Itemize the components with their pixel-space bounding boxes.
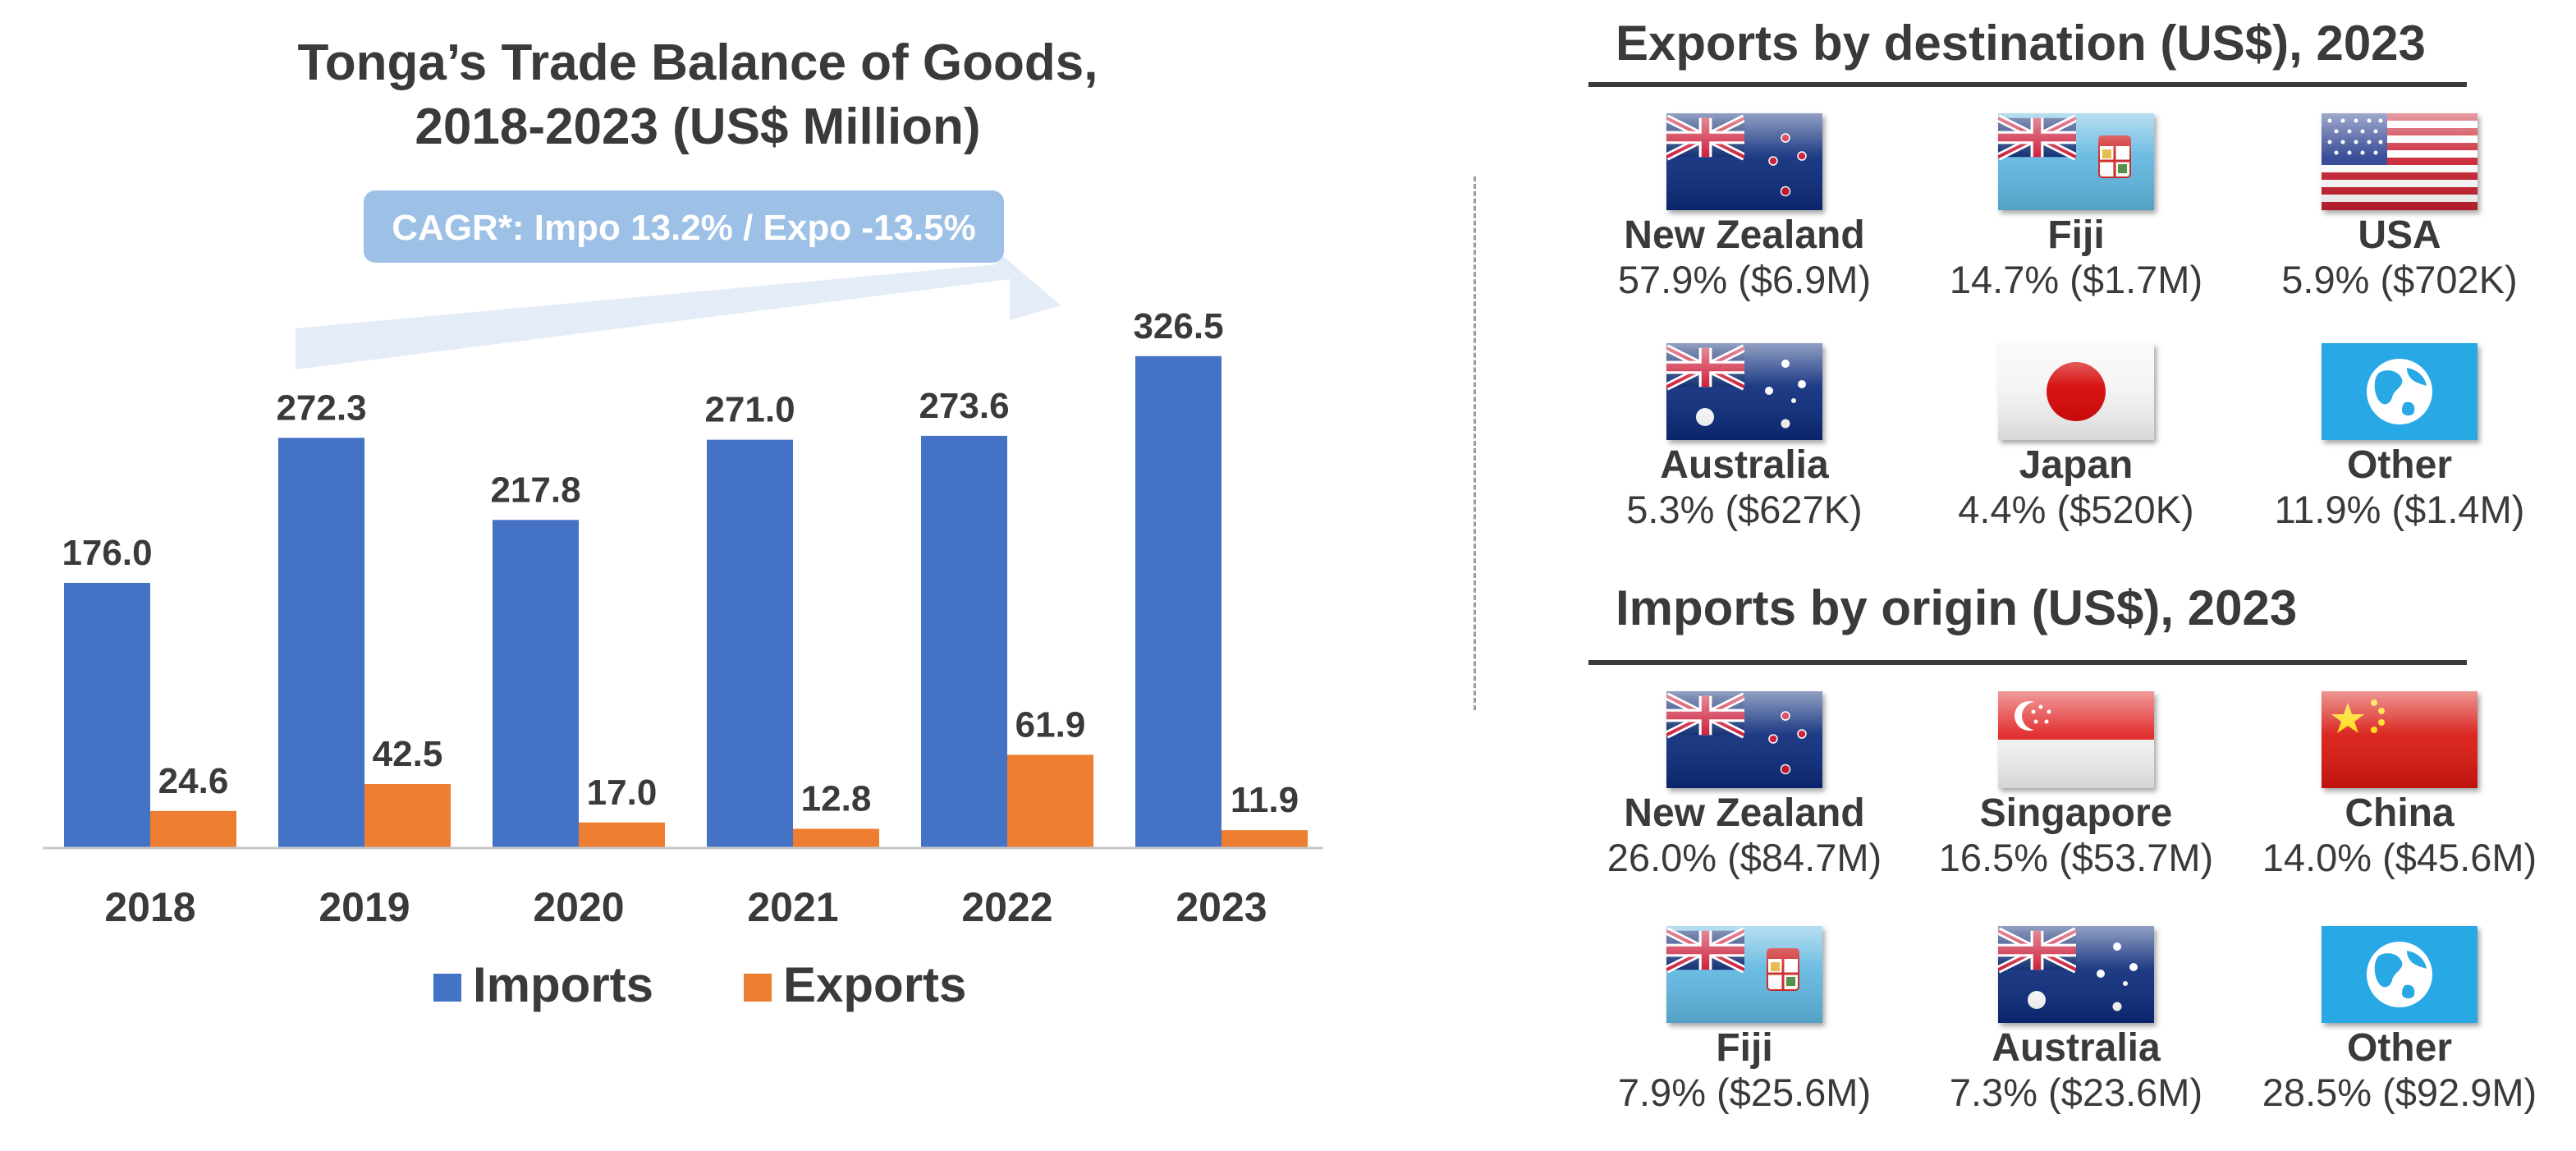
- data-label-exports-2023: 11.9: [1231, 780, 1299, 820]
- country-name: Australia: [1660, 443, 1829, 487]
- country-name: Japan: [2019, 443, 2134, 487]
- trend-arrow: [296, 250, 1061, 369]
- imports-country-1: Singapore 16.5% ($53.7M): [1900, 691, 2253, 880]
- x-tick-label-2018: 2018: [104, 884, 195, 930]
- cagr-annotation-text: CAGR*: Impo 13.2% / Expo -13.5%: [392, 208, 976, 248]
- new-zealand-flag: [1666, 691, 1822, 788]
- chart-title: Tonga’s Trade Balance of Goods, 2018-202…: [49, 31, 1346, 159]
- x-tick-label-2022: 2022: [961, 884, 1052, 930]
- data-label-exports-2021: 12.8: [801, 779, 872, 819]
- country-share: 7.3% ($23.6M): [1949, 1071, 2203, 1114]
- globe-icon: [2322, 926, 2477, 1023]
- data-label-imports-2019: 272.3: [276, 387, 366, 428]
- imports-country-3: Fiji 7.9% ($25.6M): [1568, 926, 1921, 1115]
- fiji-flag: [1666, 926, 1822, 1023]
- country-share: 57.9% ($6.9M): [1617, 258, 1872, 301]
- cagr-annotation-box: [364, 190, 1004, 263]
- bar-imports-2019: [278, 438, 364, 848]
- exports-country-3: Australia 5.3% ($627K): [1568, 343, 1921, 532]
- data-label-exports-2020: 17.0: [587, 773, 658, 813]
- exports-country-5: Other 11.9% ($1.4M): [2223, 343, 2576, 532]
- country-name: New Zealand: [1624, 213, 1865, 257]
- bar-exports-2019: [364, 784, 451, 848]
- x-tick-label-2020: 2020: [533, 884, 624, 930]
- imports-country-2: China 14.0% ($45.6M): [2223, 691, 2576, 880]
- imports-country-0: New Zealand 26.0% ($84.7M): [1568, 691, 1921, 880]
- imports-heading: Imports by origin (US$), 2023: [1616, 580, 2298, 635]
- bar-imports-2023: [1135, 355, 1222, 848]
- china-flag: [2322, 691, 2477, 788]
- country-name: Singapore: [1979, 791, 2173, 835]
- bar-imports-2021: [707, 439, 793, 848]
- bar-imports-2020: [493, 520, 579, 848]
- data-label-imports-2018: 176.0: [62, 533, 152, 573]
- chart-title-line-1: Tonga’s Trade Balance of Goods,: [297, 34, 1098, 91]
- x-tick-label-2021: 2021: [747, 884, 838, 930]
- country-name: Australia: [1992, 1026, 2161, 1070]
- legend-swatch-exports: [744, 974, 772, 1002]
- bar-exports-2021: [793, 828, 879, 848]
- imports-country-4: Australia 7.3% ($23.6M): [1900, 926, 2253, 1115]
- data-label-exports-2018: 24.6: [158, 761, 229, 801]
- usa-flag: [2322, 113, 2477, 210]
- data-label-imports-2022: 273.6: [919, 386, 1009, 426]
- australia-flag: [1666, 343, 1822, 440]
- country-name: New Zealand: [1624, 791, 1865, 835]
- legend-label-exports: Exports: [783, 957, 966, 1012]
- bar-exports-2018: [150, 810, 236, 848]
- country-share: 11.9% ($1.4M): [2274, 488, 2525, 531]
- x-tick-label-2019: 2019: [319, 884, 410, 930]
- country-share: 14.7% ($1.7M): [1949, 258, 2203, 301]
- data-label-exports-2022: 61.9: [1015, 704, 1086, 745]
- exports-country-4: Japan 4.4% ($520K): [1900, 343, 2253, 532]
- country-name: China: [2345, 791, 2455, 835]
- bar-imports-2018: [64, 583, 150, 848]
- fiji-flag: [1998, 113, 2154, 210]
- country-name: Other: [2346, 443, 2452, 487]
- imports-heading-rule: [1588, 660, 2467, 665]
- exports-heading-rule: [1588, 82, 2467, 87]
- australia-flag: [1998, 926, 2154, 1023]
- trade-balance-chart: 176.0 272.3 217.8 271.0 273.6 326.5 24.6 42.5 17…: [43, 190, 1323, 1012]
- country-share: 4.4% ($520K): [1958, 488, 2194, 531]
- section-divider: [1474, 177, 1476, 710]
- country-name: USA: [2358, 213, 2441, 257]
- country-share: 5.3% ($627K): [1626, 488, 1863, 531]
- country-share: 7.9% ($25.6M): [1617, 1071, 1872, 1114]
- chart-title-line-2: 2018-2023 (US$ Million): [415, 99, 981, 155]
- exports-country-2: USA 5.9% ($702K): [2223, 113, 2576, 302]
- country-share: 26.0% ($84.7M): [1607, 836, 1882, 879]
- country-share: 5.9% ($702K): [2281, 258, 2518, 301]
- bar-exports-2023: [1222, 830, 1308, 848]
- country-share: 14.0% ($45.6M): [2262, 836, 2537, 879]
- imports-country-5: Other 28.5% ($92.9M): [2223, 926, 2576, 1115]
- country-name: Other: [2346, 1026, 2452, 1070]
- x-tick-label-2023: 2023: [1176, 884, 1267, 930]
- data-label-exports-2019: 42.5: [373, 734, 443, 774]
- exports-country-1: Fiji 14.7% ($1.7M): [1900, 113, 2253, 302]
- country-name: Fiji: [1716, 1026, 1773, 1070]
- country-share: 16.5% ($53.7M): [1938, 836, 2214, 879]
- japan-flag: [1998, 343, 2154, 440]
- data-label-imports-2023: 326.5: [1133, 306, 1223, 346]
- exports-heading: Exports by destination (US$), 2023: [1616, 16, 2426, 71]
- exports-country-0: New Zealand 57.9% ($6.9M): [1568, 113, 1921, 302]
- bar-exports-2020: [579, 822, 665, 848]
- data-label-imports-2020: 217.8: [490, 470, 580, 510]
- country-share: 28.5% ($92.9M): [2262, 1071, 2537, 1114]
- globe-icon: [2322, 343, 2477, 440]
- bar-exports-2022: [1007, 754, 1093, 848]
- legend-label-imports: Imports: [473, 957, 653, 1012]
- singapore-flag: [1998, 691, 2154, 788]
- country-name: Fiji: [2047, 213, 2105, 257]
- legend-swatch-imports: [433, 974, 461, 1002]
- new-zealand-flag: [1666, 113, 1822, 210]
- bar-imports-2022: [921, 435, 1007, 848]
- data-label-imports-2021: 271.0: [704, 390, 795, 430]
